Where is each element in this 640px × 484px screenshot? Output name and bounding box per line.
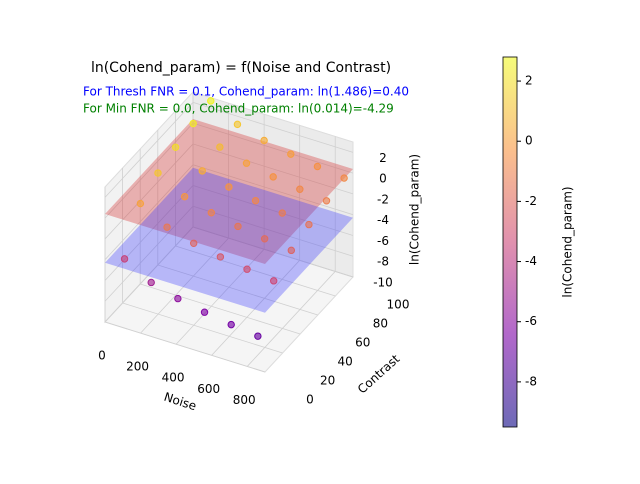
y-tick-label: 60 xyxy=(355,336,370,350)
point xyxy=(227,320,235,329)
colorbar-tick-label: 2 xyxy=(525,74,533,88)
point xyxy=(340,174,348,182)
z-tick-label: 2 xyxy=(379,151,387,165)
point xyxy=(216,253,225,261)
grid-line xyxy=(104,205,354,302)
point xyxy=(189,119,197,128)
point xyxy=(242,159,251,167)
y-tick-label: 0 xyxy=(306,393,314,407)
x-axis-label: Noise xyxy=(162,390,198,414)
point xyxy=(305,220,313,229)
z-tick-label: -8 xyxy=(377,255,389,269)
x-tick-label: 400 xyxy=(162,371,185,385)
point xyxy=(322,197,331,205)
plane xyxy=(105,167,353,313)
y-axis-label: Contrast xyxy=(355,352,403,397)
point xyxy=(233,120,242,129)
y-tick-label: 100 xyxy=(387,298,410,312)
point xyxy=(313,162,322,171)
point xyxy=(260,136,268,145)
grid-line xyxy=(104,164,354,260)
point xyxy=(225,183,233,191)
x-tick-label: 800 xyxy=(233,393,256,407)
point xyxy=(260,235,269,243)
colorbar-tick-label: -4 xyxy=(525,254,537,268)
colorbar-tick-label: -2 xyxy=(525,194,537,208)
point xyxy=(296,185,304,193)
point xyxy=(278,209,286,217)
y-tick-label: 20 xyxy=(320,374,335,388)
y-tick-label: 80 xyxy=(373,317,388,331)
z-axis-label: ln(Cohend_param) xyxy=(408,154,422,265)
point xyxy=(180,192,189,201)
point xyxy=(171,143,180,151)
point xyxy=(147,278,155,287)
x-tick-label: 0 xyxy=(98,349,106,363)
grid-line xyxy=(104,143,354,240)
point xyxy=(216,143,224,151)
point xyxy=(207,97,215,105)
point xyxy=(174,294,182,303)
annotation: For Min FNR = 0.0, Cohend_param: ln(0.01… xyxy=(83,102,394,116)
point xyxy=(287,246,296,255)
z-tick-label: -4 xyxy=(377,213,389,227)
x-tick-label: 200 xyxy=(126,360,149,374)
point xyxy=(287,150,295,158)
point xyxy=(163,223,171,231)
z-tick-label: -10 xyxy=(373,276,393,290)
colorbar-tick-label: 0 xyxy=(525,134,533,148)
annotation: For Thresh FNR = 0.1, Cohend_param: ln(1… xyxy=(83,85,409,99)
z-tick-label: 0 xyxy=(379,172,387,186)
point xyxy=(207,209,216,217)
grid-line xyxy=(104,185,354,281)
point xyxy=(243,265,251,273)
point xyxy=(270,277,278,285)
point xyxy=(200,308,209,316)
colorbar-label: ln(Cohend_param) xyxy=(561,186,575,297)
colorbar-tick-label: -8 xyxy=(525,374,537,388)
colorbar-tick-label: -6 xyxy=(525,314,537,328)
grid-line xyxy=(104,226,354,323)
grid-line xyxy=(104,101,354,198)
point xyxy=(154,169,162,177)
chart-title: ln(Cohend_param) = f(Noise and Contrast) xyxy=(91,60,391,76)
point xyxy=(234,222,242,231)
x-tick-label: 600 xyxy=(197,382,220,396)
point xyxy=(251,196,260,205)
point xyxy=(198,167,206,175)
colorbar xyxy=(502,56,518,428)
z-tick-label: -2 xyxy=(377,192,389,206)
point xyxy=(269,173,277,181)
point xyxy=(136,199,145,208)
z-tick-label: -6 xyxy=(377,234,389,248)
point xyxy=(120,255,129,263)
point xyxy=(254,332,262,340)
point xyxy=(190,239,198,247)
y-tick-label: 40 xyxy=(338,355,353,369)
